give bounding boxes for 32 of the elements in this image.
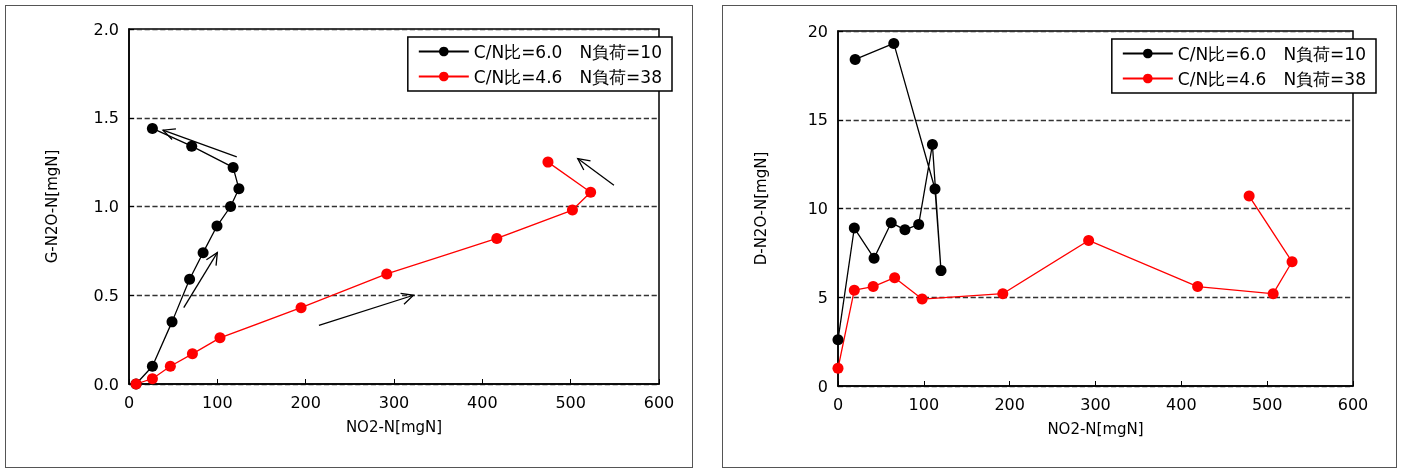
x-tick-label: 500 [555, 392, 586, 412]
x-tick-label: 600 [643, 392, 675, 412]
y-tick-label: 1.5 [93, 108, 119, 128]
legend-label: C/N比=4.6 N負荷=38 [473, 66, 662, 87]
y-tick-label: 15 [807, 110, 828, 130]
x-tick-label: 300 [378, 392, 410, 412]
x-axis-title: NO2-N[mgN] [1047, 419, 1144, 438]
y-tick-label: 2.0 [93, 19, 119, 39]
x-tick-label: 0 [832, 394, 844, 414]
y-tick-label: 10 [807, 199, 828, 218]
y-tick-label: 0.0 [93, 374, 119, 394]
x-tick-label: 400 [467, 392, 498, 412]
x-tick-label: 100 [202, 392, 233, 412]
x-tick-label: 200 [290, 392, 321, 412]
y-tick-label: 0 [817, 376, 828, 396]
legend-label: C/N比=6.0 N負荷=10 [1177, 43, 1366, 64]
legend-label: C/N比=6.0 N負荷=10 [473, 41, 662, 62]
y-tick-label: 20 [807, 21, 828, 41]
x-tick-label: 200 [994, 394, 1025, 414]
y-axis-title: G-N2O-N[mgN] [42, 149, 61, 264]
x-tick-label: 300 [1080, 394, 1111, 414]
x-tick-label: 500 [1251, 394, 1283, 414]
y-tick-label: 1.0 [93, 197, 119, 216]
y-axis-title: D-N2O-N[mgN] [751, 151, 770, 266]
x-tick-label: 400 [1166, 394, 1197, 414]
x-axis-title: NO2-N[mgN] [345, 417, 443, 436]
y-tick-label: 5 [817, 287, 828, 307]
legend-label: C/N比=4.6 N負荷=38 [1177, 68, 1366, 89]
y-tick-label: 0.5 [93, 285, 119, 305]
x-tick-label: 600 [1337, 394, 1369, 414]
x-tick-label: 0 [123, 392, 135, 412]
x-tick-label: 100 [908, 394, 940, 414]
